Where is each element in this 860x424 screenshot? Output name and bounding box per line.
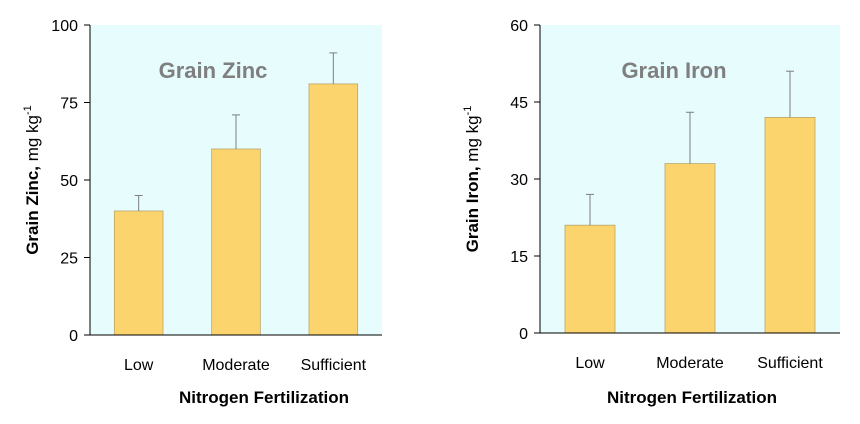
zinc-bar-sufficient <box>308 83 359 336</box>
iron-y-axis-title-main: Grain Iron, <box>463 162 482 253</box>
iron-x-axis-title: Nitrogen Fertilization <box>607 388 777 407</box>
iron-x-tick-label: Low <box>575 355 605 372</box>
zinc-y-axis-title-exponent: -1 <box>22 105 34 115</box>
zinc-x-axis-title: Nitrogen Fertilization <box>179 388 349 407</box>
iron-y-axis-title-unit: mg kg <box>463 115 482 161</box>
iron-y-tick-label: 60 <box>510 18 528 35</box>
iron-chart: Low Moderate Sufficient 0 15 30 45 60 Grain Iron… <box>462 18 840 407</box>
zinc-y-tick-label: 75 <box>60 96 78 113</box>
zinc-x-tick-label: Sufficient <box>301 357 367 374</box>
iron-x-tick-label: Moderate <box>656 355 724 372</box>
zinc-y-axis-title-main: Grain Zinc, <box>23 161 42 255</box>
zinc-y-axis-title-unit: mg kg <box>23 115 42 161</box>
iron-x-tick-label: Sufficient <box>757 355 823 372</box>
zinc-chart-title: Grain Zinc <box>159 58 268 83</box>
zinc-y-tick-label: 50 <box>60 173 78 190</box>
zinc-x-tick-label: Moderate <box>202 357 270 374</box>
iron-y-tick-label: 45 <box>510 95 528 112</box>
iron-y-tick-label: 30 <box>510 172 528 189</box>
iron-bar-moderate <box>664 163 716 334</box>
zinc-y-tick-label: 0 <box>69 328 78 345</box>
zinc-bar-low <box>113 210 164 336</box>
zinc-x-tick-label: Low <box>124 357 154 374</box>
iron-y-tick-label: 15 <box>510 249 528 266</box>
iron-chart-title: Grain Iron <box>621 58 726 83</box>
zinc-y-axis-title: Grain Zinc, mg kg-1 <box>22 105 42 255</box>
iron-y-axis-title-exponent: -1 <box>462 106 474 116</box>
zinc-chart: Low Moderate Sufficient 0 25 50 75 100 Grain Zin… <box>22 18 382 407</box>
iron-y-axis-title: Grain Iron, mg kg-1 <box>462 106 482 253</box>
iron-bar-sufficient <box>764 117 816 334</box>
zinc-y-tick-label: 25 <box>60 251 78 268</box>
iron-bar-low <box>564 224 616 334</box>
zinc-bar-moderate <box>211 148 261 336</box>
iron-y-tick-label: 0 <box>519 326 528 343</box>
zinc-y-tick-label: 100 <box>51 18 78 35</box>
